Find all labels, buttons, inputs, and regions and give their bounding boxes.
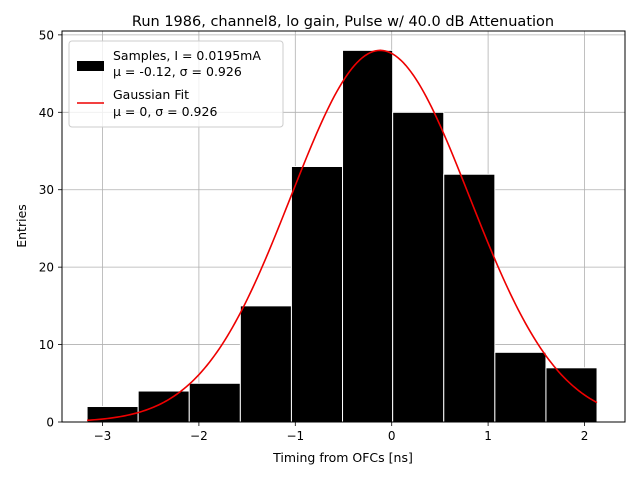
y-tick-label: 30 [39,183,54,197]
histogram-bar [239,305,292,423]
x-tick-label: 0 [388,429,396,443]
x-tick-label: −1 [286,429,304,443]
y-tick-label: 20 [39,261,54,275]
x-tick-label: 1 [484,429,492,443]
x-tick-label: −2 [190,429,208,443]
legend-samples-swatch [77,61,104,71]
legend: Samples, I = 0.0195mA μ = -0.12, σ = 0.9… [68,40,284,128]
legend-box [68,40,284,128]
gaussian-fit-curve [87,49,598,422]
legend-samples-label: Samples, I = 0.0195mA [113,48,261,63]
y-tick-label: 10 [39,338,54,352]
chart-title: Run 1986, channel8, lo gain, Pulse w/ 40… [132,14,554,30]
y-tick-label: 40 [39,106,54,120]
histogram-bar [188,382,241,423]
legend-fit-label: Gaussian Fit [113,87,189,102]
x-axis-ticks: −3 −2 −1 0 1 2 [94,422,589,443]
y-tick-label: 0 [46,416,54,430]
y-axis-label: Entries [14,204,29,248]
histogram-bar [545,367,598,423]
histogram-bar [290,165,344,423]
histogram-bar [392,111,445,423]
histogram-bar [137,390,190,423]
y-axis-ticks: 0 10 20 30 40 50 [39,28,62,430]
x-tick-label: 2 [581,429,589,443]
plot-frame [61,30,626,423]
histogram-bars [86,49,598,423]
histogram-bar [443,173,496,423]
legend-samples-stats: μ = -0.12, σ = 0.926 [113,64,242,79]
x-axis-label: Timing from OFCs [ns] [272,450,413,465]
x-tick-label: −3 [94,429,112,443]
histogram-bar [342,49,394,423]
y-tick-label: 50 [39,28,54,42]
histogram-bar [494,351,547,423]
legend-fit-stats: μ = 0, σ = 0.926 [113,104,217,119]
